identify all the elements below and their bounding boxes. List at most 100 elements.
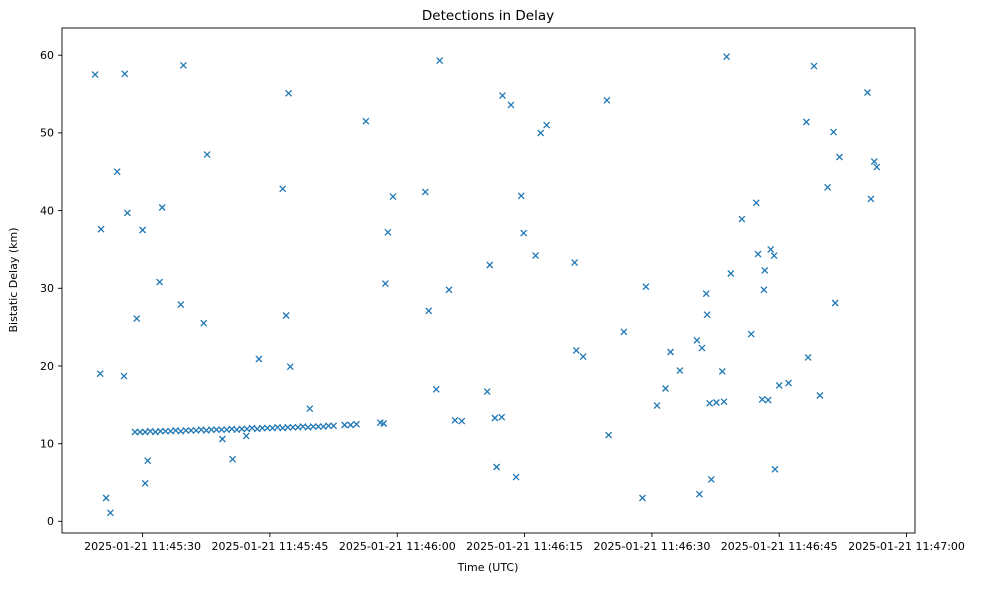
data-point-marker bbox=[747, 330, 755, 338]
data-point-marker bbox=[347, 421, 355, 429]
data-point-marker bbox=[203, 151, 211, 159]
data-point-marker bbox=[802, 118, 810, 126]
data-point-marker bbox=[389, 193, 397, 201]
data-point-marker bbox=[341, 421, 349, 429]
x-tick-label: 2025-01-21 11:46:00 bbox=[339, 540, 456, 553]
data-point-marker bbox=[532, 252, 540, 260]
data-point-marker bbox=[362, 117, 370, 125]
data-point-marker bbox=[158, 204, 166, 211]
data-point-marker bbox=[738, 215, 746, 223]
data-point-marker bbox=[720, 398, 728, 406]
data-point-marker bbox=[571, 259, 579, 267]
data-point-marker bbox=[258, 424, 266, 432]
data-point-marker bbox=[707, 475, 715, 483]
data-point-marker bbox=[162, 427, 169, 435]
data-point-marker bbox=[425, 307, 433, 315]
y-tick-label: 0 bbox=[47, 515, 54, 528]
data-point-marker bbox=[754, 250, 762, 258]
data-point-marker bbox=[458, 417, 466, 425]
data-point-marker bbox=[770, 252, 778, 260]
data-point-marker bbox=[775, 381, 783, 389]
data-point-marker bbox=[451, 416, 459, 424]
data-point-marker bbox=[255, 355, 263, 363]
data-point-marker bbox=[520, 229, 528, 237]
data-point-marker bbox=[727, 270, 735, 277]
data-point-marker bbox=[761, 266, 769, 274]
data-point-marker bbox=[830, 128, 837, 136]
data-point-marker bbox=[836, 153, 843, 161]
data-point-marker bbox=[96, 370, 104, 378]
data-point-marker bbox=[113, 168, 121, 176]
data-point-marker bbox=[187, 426, 195, 434]
data-point-marker bbox=[445, 286, 453, 294]
x-tick-label: 2025-01-21 11:46:15 bbox=[466, 540, 583, 553]
data-point-marker bbox=[144, 457, 152, 465]
data-point-marker bbox=[760, 286, 768, 294]
data-point-marker bbox=[723, 53, 731, 61]
data-point-marker bbox=[537, 129, 545, 137]
data-point-marker bbox=[642, 283, 650, 291]
data-point-marker bbox=[493, 463, 501, 471]
y-tick-label: 10 bbox=[40, 438, 54, 451]
data-point-marker bbox=[752, 199, 760, 207]
data-point-marker bbox=[498, 413, 506, 421]
data-point-marker bbox=[213, 426, 220, 434]
data-point-marker bbox=[804, 353, 812, 361]
data-point-marker bbox=[279, 185, 287, 193]
data-point-marker bbox=[491, 414, 499, 422]
data-point-marker bbox=[120, 372, 128, 380]
data-point-marker bbox=[91, 71, 99, 79]
data-point-marker bbox=[133, 315, 141, 323]
x-tick-label: 2025-01-21 11:47:00 bbox=[848, 540, 965, 553]
axis-ticks: 0 10 20 30 40 50 60 2025-01-21 11:45:30 2025-01-… bbox=[40, 49, 965, 553]
data-point-marker bbox=[121, 70, 129, 78]
data-point-marker bbox=[764, 396, 772, 404]
data-point-marker bbox=[605, 431, 613, 439]
data-point-marker bbox=[676, 367, 684, 375]
data-point-marker bbox=[182, 426, 190, 434]
data-point-marker bbox=[353, 420, 360, 428]
data-point-marker bbox=[483, 388, 491, 396]
data-point-marker bbox=[543, 121, 551, 129]
data-point-marker bbox=[238, 425, 246, 433]
data-point-marker bbox=[139, 226, 147, 234]
data-point-marker bbox=[309, 423, 317, 431]
data-point-marker bbox=[229, 455, 237, 463]
data-point-marker bbox=[432, 385, 440, 393]
x-axis-label: Time (UTC) bbox=[457, 561, 519, 574]
data-point-marker bbox=[603, 96, 611, 104]
data-point-marker bbox=[314, 423, 322, 431]
data-point-marker bbox=[767, 245, 775, 253]
data-point-marker bbox=[831, 299, 839, 307]
data-points bbox=[91, 53, 881, 517]
data-point-marker bbox=[667, 348, 675, 356]
data-point-marker bbox=[207, 426, 215, 434]
data-point-marker bbox=[712, 399, 720, 406]
data-point-marker bbox=[507, 101, 515, 109]
data-point-marker bbox=[870, 158, 878, 166]
data-point-marker bbox=[436, 57, 444, 65]
data-point-marker bbox=[698, 344, 706, 352]
data-point-marker bbox=[706, 399, 714, 407]
data-point-marker bbox=[653, 402, 661, 410]
data-point-marker bbox=[702, 290, 710, 298]
data-point-marker bbox=[703, 311, 711, 319]
data-point-marker bbox=[824, 183, 832, 191]
data-point-marker bbox=[693, 336, 701, 344]
chart-title: Detections in Delay bbox=[422, 8, 554, 24]
data-point-marker bbox=[816, 392, 824, 399]
y-tick-label: 40 bbox=[40, 204, 54, 217]
x-tick-label: 2025-01-21 11:46:45 bbox=[721, 540, 838, 553]
data-point-marker bbox=[572, 346, 580, 354]
data-point-marker bbox=[106, 509, 114, 517]
x-tick-label: 2025-01-21 11:45:45 bbox=[211, 540, 328, 553]
data-point-marker bbox=[620, 328, 628, 336]
data-point-marker bbox=[486, 261, 494, 269]
data-point-marker bbox=[131, 428, 139, 436]
data-point-marker bbox=[242, 432, 250, 440]
y-axis-label: Bistatic Delay (km) bbox=[7, 227, 20, 332]
data-point-marker bbox=[499, 92, 506, 100]
data-point-marker bbox=[384, 228, 392, 236]
